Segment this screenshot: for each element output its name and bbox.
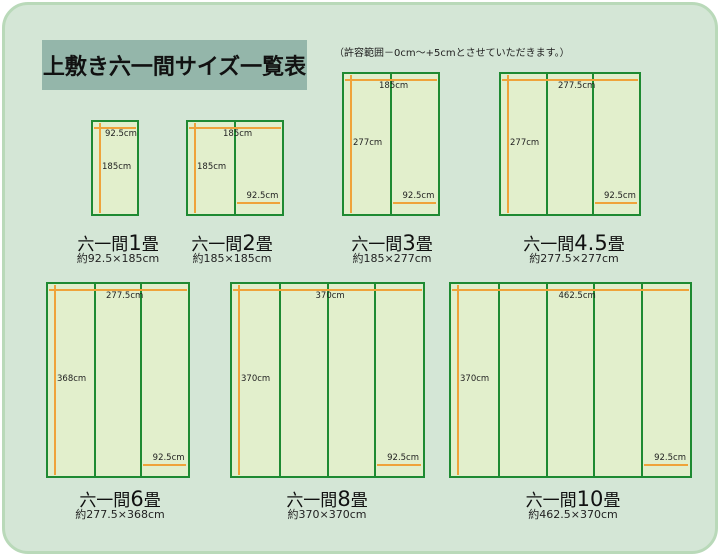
name-prefix: 六一間 (77, 235, 129, 255)
width-arrow (233, 289, 422, 291)
width-arrow (502, 79, 638, 81)
height-arrow (507, 75, 509, 213)
mat-size: 約462.5×370cm (528, 508, 618, 521)
panel-width-label: 92.5cm (402, 191, 435, 201)
mat-name: 六一間10畳 (526, 486, 621, 511)
mat-name: 六一間1畳 (77, 230, 158, 255)
name-suffix: 畳 (143, 491, 161, 511)
panel-width-label: 92.5cm (604, 191, 636, 201)
mat-name: 六一間2畳 (191, 230, 272, 255)
tolerance-note: （許容範囲－0cm～+5cmとさせていただきます。） (334, 48, 570, 59)
mat-size: 約277.5×277cm (529, 252, 619, 265)
name-number: 2 (242, 231, 256, 255)
panel-divider (278, 284, 281, 476)
name-number: 10 (576, 487, 604, 511)
name-suffix: 畳 (350, 491, 368, 511)
panel-divider (234, 122, 236, 214)
name-prefix: 六一間 (79, 491, 131, 511)
mat-name: 六一間3畳 (351, 230, 432, 255)
width-arrow (49, 289, 187, 291)
panel-divider (497, 284, 500, 476)
panel-divider (326, 284, 329, 476)
height-label: 368cm (57, 374, 87, 384)
width-arrow (94, 127, 136, 129)
panel-divider (592, 74, 594, 214)
name-suffix: 畳 (141, 235, 159, 255)
name-prefix: 六一間 (351, 235, 403, 255)
height-arrow (350, 75, 352, 213)
width-label: 370cm (315, 291, 345, 301)
tatami-mat (46, 282, 190, 478)
panel-width-arrow (393, 202, 436, 204)
mat-size: 約92.5×185cm (76, 252, 160, 265)
name-number: 8 (337, 487, 351, 511)
panel-width-label: 92.5cm (246, 191, 279, 201)
mat-size: 約185×277cm (352, 252, 432, 265)
width-label: 277.5cm (106, 291, 144, 301)
name-number: 1 (128, 231, 142, 255)
height-arrow (457, 285, 459, 475)
height-arrow (99, 123, 101, 213)
panel-width-label: 92.5cm (152, 453, 185, 463)
panel-width-arrow (143, 464, 186, 466)
mat-name: 六一間8畳 (286, 486, 367, 511)
width-label: 462.5cm (558, 291, 596, 301)
tatami-mat (186, 120, 284, 216)
tatami-mat (499, 72, 641, 216)
name-prefix: 六一間 (525, 491, 577, 511)
mat-name: 六一間4.5畳 (523, 230, 624, 255)
panel-divider (641, 284, 644, 476)
width-arrow (189, 127, 281, 129)
tatami-mat (342, 72, 440, 216)
panel-divider (390, 74, 392, 214)
panel-width-label: 92.5cm (654, 453, 686, 463)
mat-name: 六一間6畳 (79, 486, 160, 511)
name-number: 4.5 (574, 231, 608, 255)
panel-divider (374, 284, 377, 476)
panel-divider (140, 284, 143, 476)
name-number: 3 (402, 231, 416, 255)
height-label: 277cm (353, 138, 383, 148)
panel-divider (93, 284, 96, 476)
width-label: 185cm (223, 129, 253, 139)
mat-size: 約370×370cm (287, 508, 367, 521)
name-prefix: 六一間 (191, 235, 243, 255)
mat-size: 約185×185cm (192, 252, 272, 265)
name-suffix: 畳 (255, 235, 273, 255)
width-label: 277.5cm (558, 81, 596, 91)
height-arrow (54, 285, 56, 475)
title-banner: 上敷き六一間サイズ一覧表 (42, 40, 307, 90)
width-label: 92.5cm (105, 129, 137, 139)
name-prefix: 六一間 (286, 491, 338, 511)
panel-width-arrow (595, 202, 637, 204)
height-label: 370cm (241, 374, 271, 384)
page-title: 上敷き六一間サイズ一覧表 (42, 55, 307, 80)
width-label: 185cm (379, 81, 409, 91)
height-label: 185cm (197, 162, 227, 172)
height-arrow (238, 285, 240, 475)
height-label: 370cm (460, 374, 490, 384)
width-arrow (345, 79, 437, 81)
panel-width-arrow (644, 464, 688, 466)
mat-size: 約277.5×368cm (75, 508, 165, 521)
name-number: 6 (130, 487, 144, 511)
name-prefix: 六一間 (523, 235, 575, 255)
height-arrow (194, 123, 196, 213)
width-arrow (452, 289, 689, 291)
height-label: 277cm (510, 138, 540, 148)
tatami-mat (449, 282, 692, 478)
name-suffix: 畳 (603, 491, 621, 511)
panel-divider (546, 74, 548, 214)
panel-width-arrow (377, 464, 421, 466)
name-suffix: 畳 (415, 235, 433, 255)
height-label: 185cm (102, 162, 132, 172)
panel-divider (593, 284, 596, 476)
panel-width-arrow (237, 202, 280, 204)
name-suffix: 畳 (607, 235, 625, 255)
tatami-mat (230, 282, 425, 478)
panel-width-label: 92.5cm (387, 453, 420, 463)
panel-divider (545, 284, 548, 476)
